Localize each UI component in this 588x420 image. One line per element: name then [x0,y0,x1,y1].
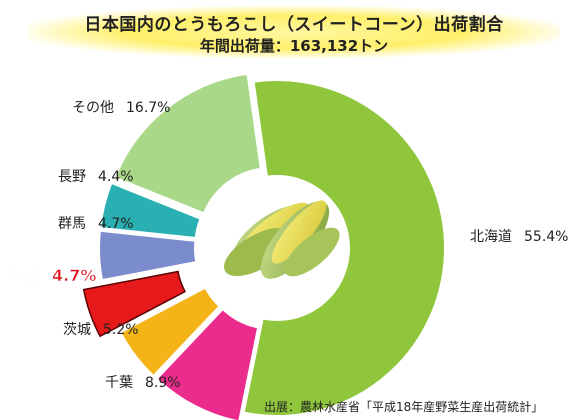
slice-name-6: 長野 [58,169,86,185]
slice-value-5: 4.7% [98,216,134,232]
labels-layer: 北海道 55.4% 千葉 8.9% 茨城 5.2% 山梨 4.7% 群馬 4.7% 長野 4.4% その… [8,100,569,391]
slice-label-6: 長野 4.4% [58,169,134,185]
slice-name-7: その他 [72,100,114,116]
chart-subtitle: 年間出荷量：163,132トン [199,37,389,55]
slice-value-1: 55.4% [524,229,568,245]
slice-label-2: 千葉 8.9% [105,375,181,391]
slice-label-4: 山梨 4.7% [8,266,96,285]
slice-7 [113,72,262,215]
slice-label-1: 北海道 55.4% [470,229,568,245]
slice-value-7: 16.7% [126,100,170,116]
slices-layer [82,72,447,420]
slice-name-4: 山梨 [8,266,41,285]
slice-name-5: 群馬 [58,216,86,232]
source-note: 出展：農林水産省「平成18年産野菜生産出荷統計」 [264,400,544,414]
slice-3 [119,286,221,378]
slice-value-4: 4.7% [52,266,96,285]
title-banner: 日本国内のとうもろこし（スイートコーン）出荷割合 年間出荷量：163,132トン [0,0,588,62]
slice-name-3: 茨城 [63,322,91,338]
title-glow [28,6,560,58]
slice-label-7: その他 16.7% [72,100,170,116]
slice-6 [99,181,202,240]
chart-title: 日本国内のとうもろこし（スイートコーン）出荷割合 [84,15,504,35]
slice-1 [242,79,447,417]
slice-value-3: 5.2% [103,322,139,338]
slice-name-1: 北海道 [470,229,512,245]
slice-label-5: 群馬 4.7% [58,216,134,232]
slice-2 [155,307,260,420]
slice-name-2: 千葉 [105,375,133,391]
corn-illustration [224,200,340,279]
slice-value-6: 4.4% [98,169,134,185]
slice-5 [98,229,198,282]
slice-4 [82,270,187,338]
slice-value-2: 8.9% [145,375,181,391]
slice-label-3: 茨城 5.2% [63,322,139,338]
